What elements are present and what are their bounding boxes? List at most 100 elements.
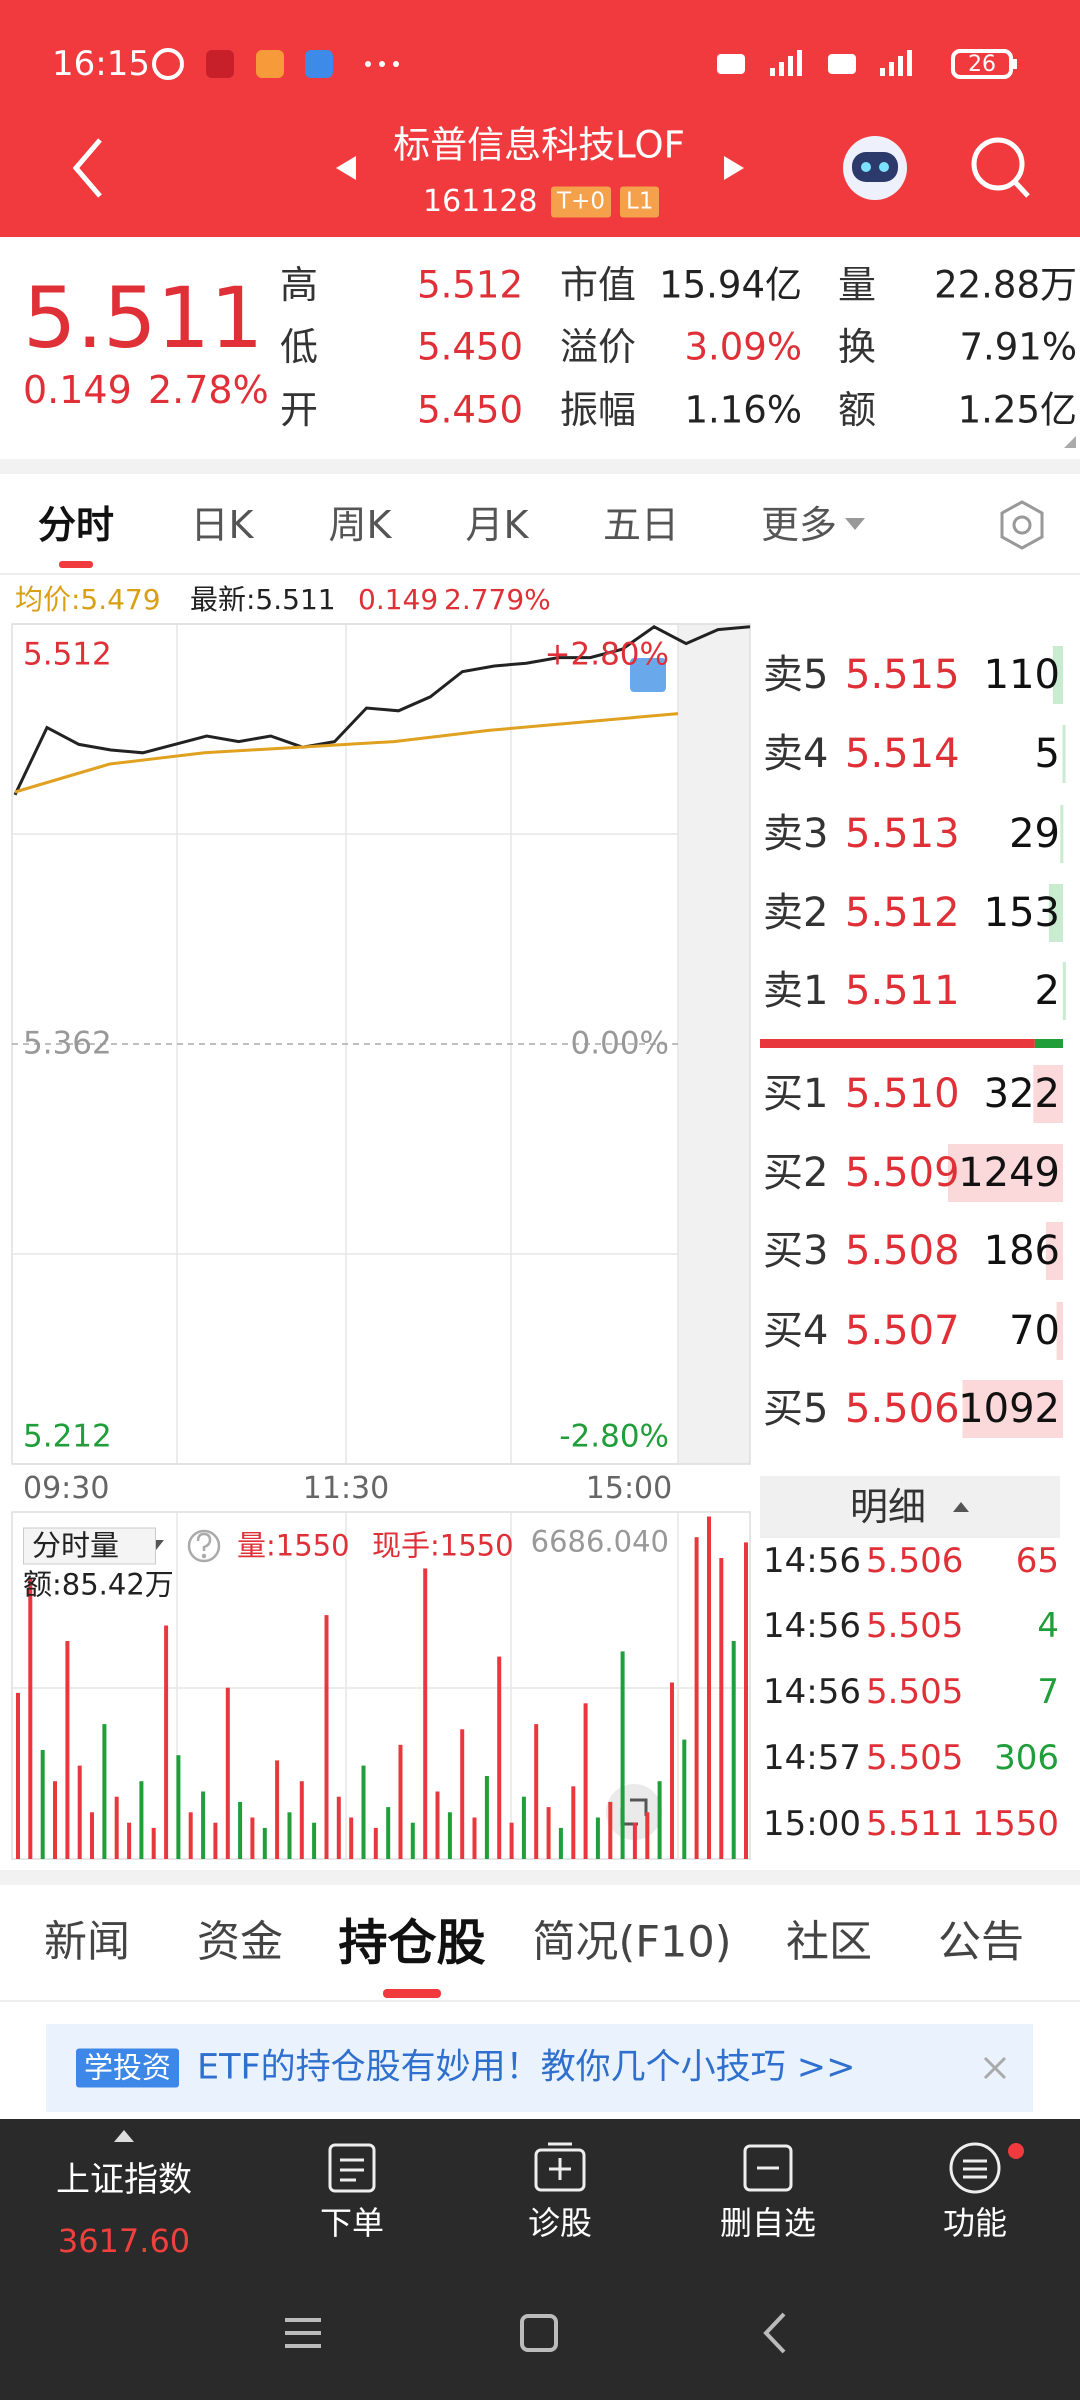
volume-bar (497, 1656, 502, 1859)
trade-time: 15:00 (763, 1804, 861, 1844)
order-price: 5.508 (845, 1228, 960, 1274)
trade-time: 14:56 (763, 1541, 861, 1581)
volume-hand: 现手:1550 (372, 1528, 514, 1563)
assistant-button[interactable] (843, 136, 907, 200)
period-tab[interactable]: 日K (190, 503, 254, 547)
volume-bar (435, 1791, 440, 1859)
function-icon[interactable] (949, 2142, 1001, 2194)
index-name[interactable]: 上证指数 (56, 2160, 192, 2200)
volume-bar (731, 1641, 736, 1859)
banner-badge[interactable]: 学投资 (76, 2048, 180, 2088)
nav-menu[interactable] (285, 2318, 321, 2348)
order-volume: 70 (1009, 1308, 1060, 1354)
info-tab[interactable]: 公告 (938, 1917, 1024, 1968)
remove-watch-icon[interactable] (743, 2144, 793, 2192)
order-volume: 5 (1034, 731, 1060, 777)
active-info-tab-underline (383, 1989, 441, 1998)
stat-label: 换 (838, 325, 877, 369)
stat-label: 量 (838, 263, 877, 307)
stat-value: 1.25亿 (957, 388, 1077, 432)
index-expand[interactable] (114, 2130, 134, 2142)
index-value[interactable]: 3617.60 (57, 2222, 191, 2260)
order-volume: 29 (1009, 811, 1060, 857)
order-price: 5.511 (845, 968, 960, 1014)
volume-title[interactable]: 分时量 (23, 1527, 157, 1565)
nav-back[interactable] (763, 2312, 786, 2354)
info-change-pct: 2.779% (444, 583, 551, 616)
detail-header-bg[interactable] (760, 1476, 1060, 1538)
order-price: 5.506 (845, 1386, 960, 1432)
battery-outline (951, 49, 1013, 79)
period-tab[interactable]: 分时 (37, 503, 115, 547)
help-button[interactable] (187, 1529, 221, 1563)
banner-text[interactable]: ETF的持仓股有妙用！教你几个小技巧 >> (197, 2047, 856, 2088)
banner-close[interactable] (983, 2056, 1007, 2080)
depth-bar (1060, 805, 1064, 863)
period-tab[interactable]: 更多 (760, 503, 838, 547)
volume-bar (472, 1817, 477, 1859)
latest-price: 最新:5.511 (190, 583, 336, 616)
period-tab[interactable]: 月K (465, 503, 529, 547)
detail-title[interactable]: 明细 (849, 1485, 927, 1529)
bottom-action[interactable]: 功能 (942, 2204, 1008, 2242)
stat-value: 5.450 (417, 388, 523, 432)
order-volume: 2 (1034, 968, 1060, 1014)
order-price: 5.514 (845, 731, 960, 777)
price-change-pct: 2.78% (148, 368, 269, 412)
order-price: 5.515 (845, 652, 960, 698)
nav-home[interactable] (520, 2314, 558, 2352)
stat-value: 7.91% (959, 325, 1077, 369)
diagnose-icon[interactable] (534, 2148, 586, 2192)
next-stock[interactable] (724, 156, 744, 180)
volume-bar (509, 1822, 514, 1859)
info-tab[interactable]: 资金 (197, 1917, 283, 1968)
bottom-action[interactable]: 下单 (319, 2204, 385, 2242)
expand-corner[interactable] (1064, 436, 1076, 448)
back-button[interactable] (72, 138, 102, 198)
volume-bar (238, 1801, 243, 1859)
period-tab[interactable]: 周K (328, 503, 392, 547)
volume-amount: 额:85.42万 (23, 1567, 174, 1602)
bottom-action[interactable]: 删自选 (719, 2204, 817, 2242)
prev-stock[interactable] (336, 156, 356, 180)
trade-price: 5.505 (866, 1672, 964, 1712)
stat-label: 市值 (560, 263, 637, 307)
signal-icons (717, 50, 912, 76)
volume-bar (744, 1542, 748, 1859)
trade-time: 14:56 (763, 1672, 861, 1712)
volume-bar (65, 1641, 70, 1859)
stat-label: 溢价 (560, 325, 637, 369)
battery-level: 26 (968, 52, 996, 77)
detail-sort-arrow (953, 1502, 969, 1512)
order-volume: 153 (983, 890, 1060, 936)
banner-bg[interactable] (46, 2024, 1033, 2112)
y-tick-label: 5.362 (23, 1025, 112, 1062)
info-tab[interactable]: 社区 (786, 1917, 872, 1968)
trade-price: 5.505 (866, 1606, 964, 1646)
separator (0, 573, 1080, 575)
volume-bar (164, 1625, 169, 1859)
volume-bar (299, 1781, 304, 1859)
trade-volume: 306 (994, 1738, 1059, 1778)
order-volume: 1249 (958, 1150, 1060, 1196)
volume-bar (349, 1817, 354, 1859)
order-icon[interactable] (328, 2143, 376, 2193)
search-button[interactable] (971, 137, 1030, 198)
bottom-action[interactable]: 诊股 (527, 2204, 593, 2242)
info-tab[interactable]: 简况(F10) (532, 1917, 732, 1968)
settings-button[interactable] (1000, 500, 1044, 550)
info-tab[interactable]: 新闻 (44, 1917, 130, 1968)
time-label: 09:30 (23, 1471, 110, 1506)
order-price: 5.513 (845, 811, 960, 857)
trade-volume: 1550 (972, 1804, 1059, 1844)
order-level: 买4 (763, 1308, 829, 1354)
info-tab[interactable]: 持仓股 (338, 1914, 486, 1972)
order-level: 买3 (763, 1228, 829, 1274)
volume-bar (534, 1724, 539, 1859)
time-label: 15:00 (585, 1471, 673, 1506)
order-price: 5.509 (845, 1150, 960, 1196)
period-tab[interactable]: 五日 (602, 503, 680, 547)
volume-bar (595, 1817, 600, 1859)
volume-bar (213, 1822, 218, 1859)
